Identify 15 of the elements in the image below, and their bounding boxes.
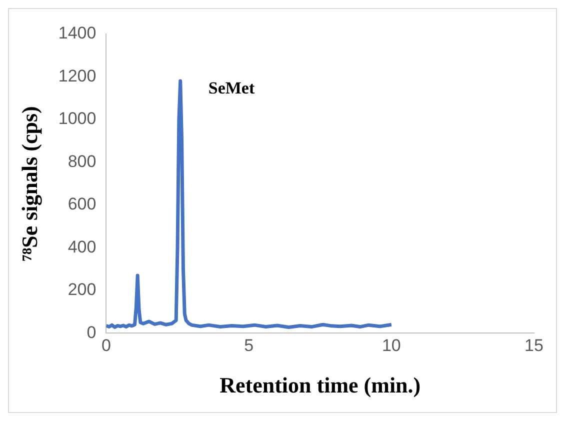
y-tick-label: 400 <box>68 237 96 256</box>
x-tick-label: 0 <box>101 336 111 356</box>
y-tick-label: 200 <box>68 280 96 300</box>
y-axis-title: ⁷⁸Se signals (cps) <box>16 106 42 262</box>
x-tick-label: 10 <box>382 336 401 356</box>
y-tick-label: 1000 <box>58 109 96 128</box>
x-tick-label: 15 <box>524 336 544 356</box>
annotation: SeMet <box>208 78 255 98</box>
x-axis-title: Retention time (min.) <box>220 372 421 398</box>
y-tick-label: 800 <box>68 152 96 171</box>
y-tick-label: 600 <box>68 194 96 214</box>
y-tick-label: 1200 <box>58 66 96 86</box>
x-tick-label: 5 <box>244 336 254 356</box>
y-tick-label: 0 <box>86 322 96 342</box>
y-tick-label: 1400 <box>58 24 96 43</box>
